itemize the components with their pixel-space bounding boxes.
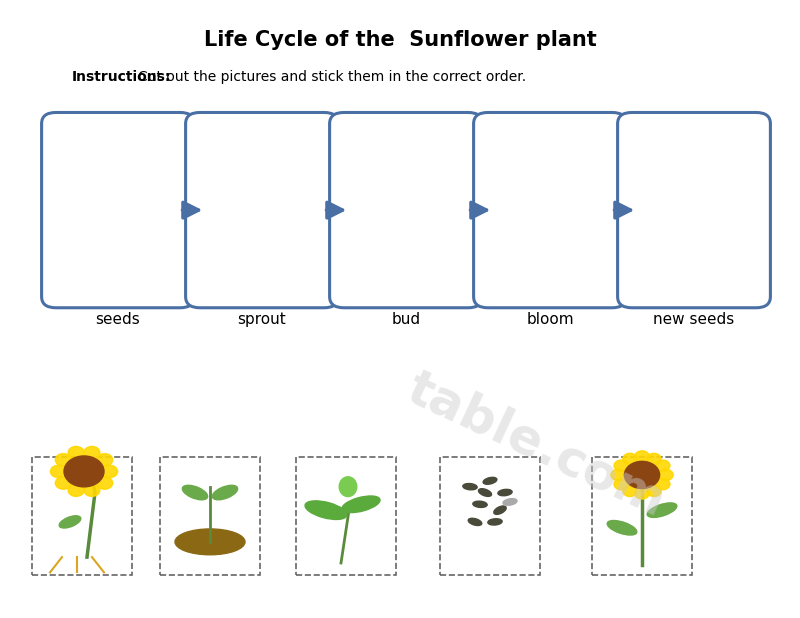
Circle shape: [64, 456, 104, 487]
Ellipse shape: [483, 478, 497, 484]
Circle shape: [97, 454, 113, 466]
Ellipse shape: [339, 477, 357, 497]
Circle shape: [655, 478, 670, 489]
Circle shape: [68, 484, 84, 496]
Text: seeds: seeds: [96, 312, 140, 327]
Ellipse shape: [498, 489, 511, 496]
Circle shape: [622, 485, 638, 496]
Ellipse shape: [468, 519, 482, 525]
Bar: [32, 457, 132, 575]
Circle shape: [622, 454, 638, 465]
Text: Cut out the pictures and stick them in the correct order.: Cut out the pictures and stick them in t…: [138, 70, 526, 84]
Text: new seeds: new seeds: [654, 312, 734, 327]
Circle shape: [55, 477, 71, 489]
Ellipse shape: [182, 485, 208, 500]
Circle shape: [646, 485, 662, 496]
Text: Instructions:: Instructions:: [72, 70, 171, 84]
FancyBboxPatch shape: [618, 112, 770, 308]
Bar: [296, 457, 396, 575]
Circle shape: [50, 465, 66, 478]
Bar: [592, 457, 692, 575]
Text: table.com: table.com: [399, 364, 673, 526]
Circle shape: [614, 478, 629, 489]
Ellipse shape: [305, 501, 347, 520]
Ellipse shape: [478, 489, 491, 496]
Ellipse shape: [175, 529, 245, 555]
Ellipse shape: [503, 499, 517, 506]
Ellipse shape: [607, 520, 637, 535]
Circle shape: [635, 488, 650, 499]
Ellipse shape: [489, 518, 502, 526]
Text: Life Cycle of the  Sunflower plant: Life Cycle of the Sunflower plant: [204, 30, 596, 50]
Circle shape: [624, 461, 659, 488]
Ellipse shape: [647, 503, 677, 517]
Circle shape: [97, 477, 113, 489]
FancyBboxPatch shape: [186, 112, 338, 308]
Ellipse shape: [59, 516, 81, 528]
FancyBboxPatch shape: [330, 112, 482, 308]
FancyBboxPatch shape: [42, 112, 194, 308]
Circle shape: [635, 451, 650, 462]
Text: sprout: sprout: [238, 312, 286, 327]
Circle shape: [611, 470, 626, 481]
Circle shape: [614, 460, 629, 472]
Circle shape: [68, 446, 84, 459]
Circle shape: [84, 484, 100, 496]
Ellipse shape: [473, 501, 487, 507]
Circle shape: [55, 454, 71, 466]
Text: bloom: bloom: [526, 312, 574, 327]
Ellipse shape: [212, 485, 238, 500]
Bar: [440, 457, 540, 575]
Circle shape: [84, 446, 100, 459]
Bar: [160, 457, 260, 575]
Ellipse shape: [342, 496, 380, 512]
Circle shape: [102, 465, 118, 478]
Circle shape: [659, 470, 674, 481]
Ellipse shape: [493, 507, 507, 514]
FancyBboxPatch shape: [474, 112, 626, 308]
Ellipse shape: [463, 483, 477, 490]
Circle shape: [655, 460, 670, 472]
Text: bud: bud: [391, 312, 421, 327]
Circle shape: [646, 454, 662, 465]
